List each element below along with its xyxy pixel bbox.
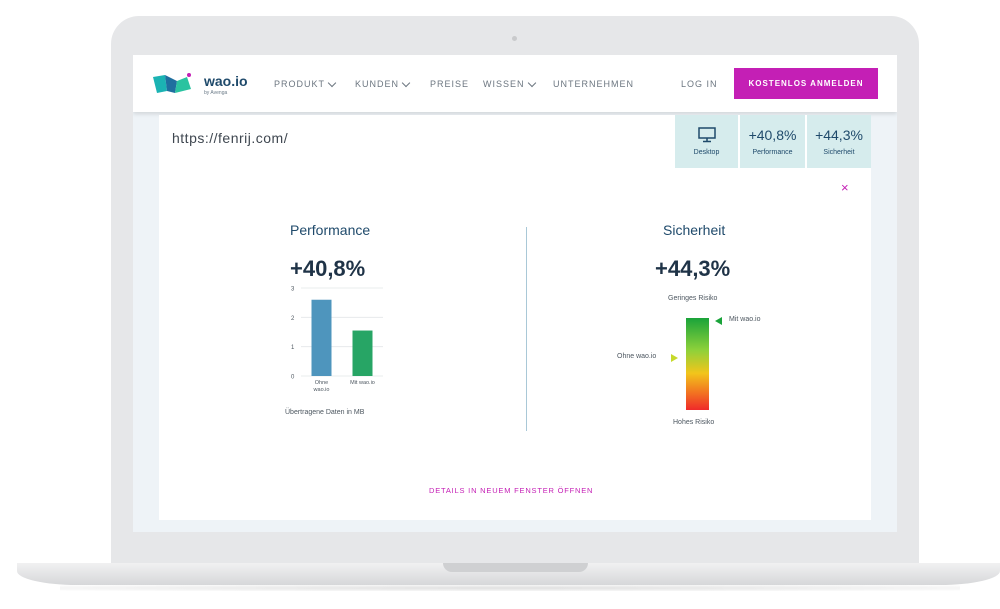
tab-security[interactable]: +44,3% Sicherheit bbox=[807, 115, 871, 168]
nav-item-label: KUNDEN bbox=[355, 79, 400, 89]
details-link[interactable]: DETAILS IN NEUEM FENSTER ÖFFNEN bbox=[429, 486, 594, 495]
performance-title: Performance bbox=[290, 222, 371, 238]
wao-logo-icon[interactable] bbox=[153, 71, 195, 95]
navbar: wao.io by Avenga PRODUKT KUNDEN PREISE W… bbox=[133, 55, 897, 112]
section-divider bbox=[526, 227, 527, 431]
without-wao-label: Ohne wao.io bbox=[617, 353, 657, 360]
risk-scale-bar bbox=[686, 318, 709, 410]
nav-item-unternehmen[interactable]: UNTERNEHMEN bbox=[553, 79, 634, 89]
y-tick-label: 0 bbox=[291, 375, 295, 381]
security-title: Sicherheit bbox=[663, 222, 726, 238]
low-risk-label: Geringes Risiko bbox=[668, 295, 718, 302]
chart-x-axis-label: Übertragene Daten in MB bbox=[285, 409, 365, 416]
brand-subtitle: by Avenga bbox=[204, 90, 228, 96]
bar-ohne-wao bbox=[311, 299, 332, 376]
bar-mit-wao bbox=[352, 330, 373, 376]
performance-value: +40,8% bbox=[290, 256, 366, 281]
camera bbox=[512, 36, 517, 41]
tab-label: Performance bbox=[752, 149, 793, 156]
analyzed-url: https://fenrij.com/ bbox=[172, 130, 289, 146]
chevron-down-icon bbox=[327, 78, 337, 87]
tab-performance[interactable]: +40,8% Performance bbox=[740, 115, 805, 168]
y-tick-label: 3 bbox=[291, 287, 295, 293]
laptop-shadow bbox=[60, 585, 960, 591]
x-tick-label: Ohne bbox=[315, 380, 328, 386]
tab-desktop[interactable]: Desktop bbox=[675, 115, 738, 168]
nav-item-wissen[interactable]: WISSEN bbox=[483, 78, 536, 89]
laptop-notch bbox=[443, 563, 588, 572]
close-icon[interactable]: × bbox=[841, 180, 849, 195]
chevron-down-icon bbox=[527, 78, 536, 87]
chart-y-axis: 0 1 2 3 bbox=[291, 287, 295, 381]
x-tick-label: Mit wao.io bbox=[350, 380, 375, 386]
tab-value: +40,8% bbox=[748, 127, 797, 143]
high-risk-label: Hohes Risiko bbox=[673, 419, 715, 426]
desktop-icon bbox=[697, 127, 716, 143]
nav-item-label: PREISE bbox=[430, 79, 470, 89]
without-wao-marker-icon bbox=[671, 354, 678, 362]
login-link[interactable]: LOG IN bbox=[681, 79, 718, 89]
nav-item-produkt[interactable]: PRODUKT bbox=[274, 78, 337, 89]
tab-label: Sicherheit bbox=[823, 149, 855, 156]
analysis-panel: https://fenrij.com/ Desktop +40,8% Perfo… bbox=[159, 115, 871, 520]
x-tick-label: wao.io bbox=[313, 387, 330, 393]
with-wao-label: Mit wao.io bbox=[729, 316, 761, 323]
with-wao-marker-icon bbox=[715, 317, 722, 325]
laptop-screen: wao.io by Avenga PRODUKT KUNDEN PREISE W… bbox=[133, 55, 897, 532]
brand-name[interactable]: wao.io bbox=[204, 73, 248, 89]
chevron-down-icon bbox=[401, 78, 411, 87]
laptop-base bbox=[17, 563, 1000, 585]
security-value: +44,3% bbox=[655, 256, 731, 281]
nav-item-label: WISSEN bbox=[483, 79, 525, 89]
login-label: LOG IN bbox=[681, 79, 718, 89]
tab-value: +44,3% bbox=[815, 127, 863, 143]
nav-item-label: PRODUKT bbox=[274, 79, 326, 89]
nav-item-kunden[interactable]: KUNDEN bbox=[355, 78, 411, 89]
nav-item-label: UNTERNEHMEN bbox=[553, 79, 635, 89]
tab-label: Desktop bbox=[693, 149, 720, 156]
nav-item-preise[interactable]: PREISE bbox=[430, 79, 469, 89]
y-tick-label: 2 bbox=[291, 316, 295, 322]
signup-button[interactable]: KOSTENLOS ANMELDEN bbox=[734, 68, 878, 99]
chart-bars bbox=[311, 299, 373, 376]
y-tick-label: 1 bbox=[291, 345, 295, 351]
